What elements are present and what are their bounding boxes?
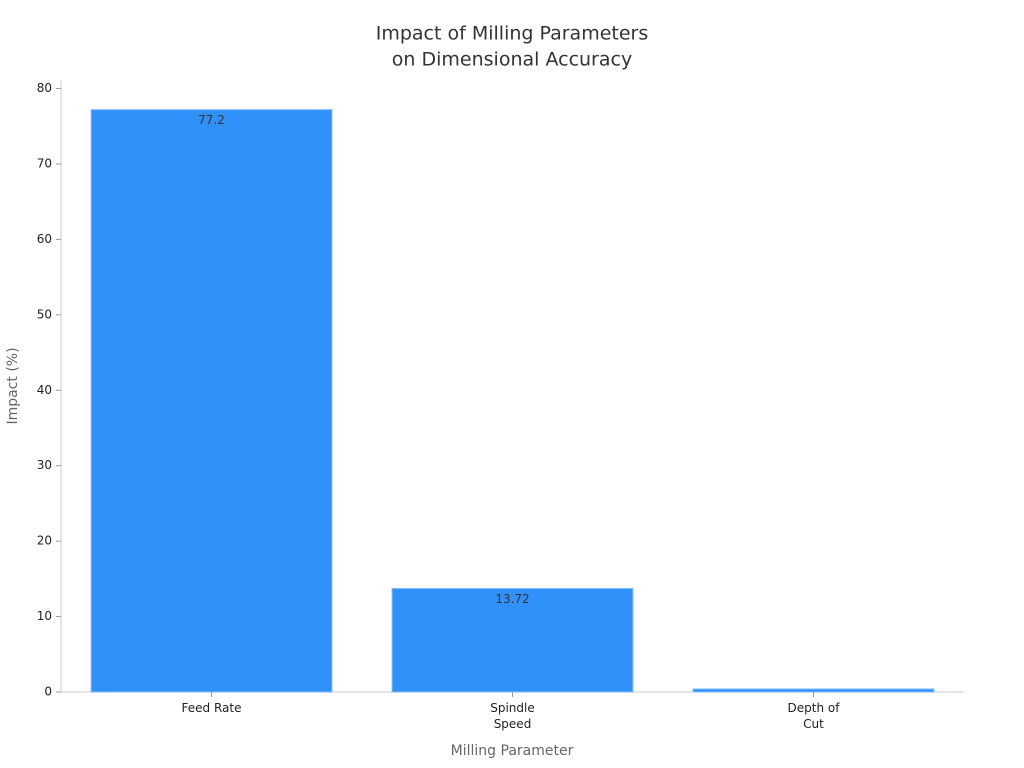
x-axis-label: Milling Parameter (451, 743, 574, 759)
y-tick-label: 30 (37, 458, 52, 472)
bar (90, 109, 333, 693)
y-axis-label: Impact (%) (5, 347, 21, 424)
chart-title: on Dimensional Accuracy (392, 49, 632, 71)
y-tick-label: 0 (44, 685, 52, 699)
y-tick-label: 50 (37, 307, 52, 321)
bar (391, 588, 634, 693)
x-tick-label: Depth of Cut (788, 701, 841, 731)
x-tick-label: Spindle Speed (490, 701, 535, 731)
x-tick-label: Feed Rate (182, 701, 242, 715)
y-tick-label: 20 (37, 534, 52, 548)
y-tick-label: 40 (37, 383, 52, 397)
y-tick-label: 80 (37, 81, 52, 95)
y-tick-label: 70 (37, 156, 52, 170)
chart-title: Impact of Milling Parameters (376, 23, 649, 45)
y-tick-label: 60 (37, 232, 52, 246)
bar (692, 688, 935, 693)
value-label: 13.72 (495, 592, 529, 606)
value-label: 77.2 (198, 113, 225, 127)
y-tick-label: 10 (37, 609, 52, 623)
